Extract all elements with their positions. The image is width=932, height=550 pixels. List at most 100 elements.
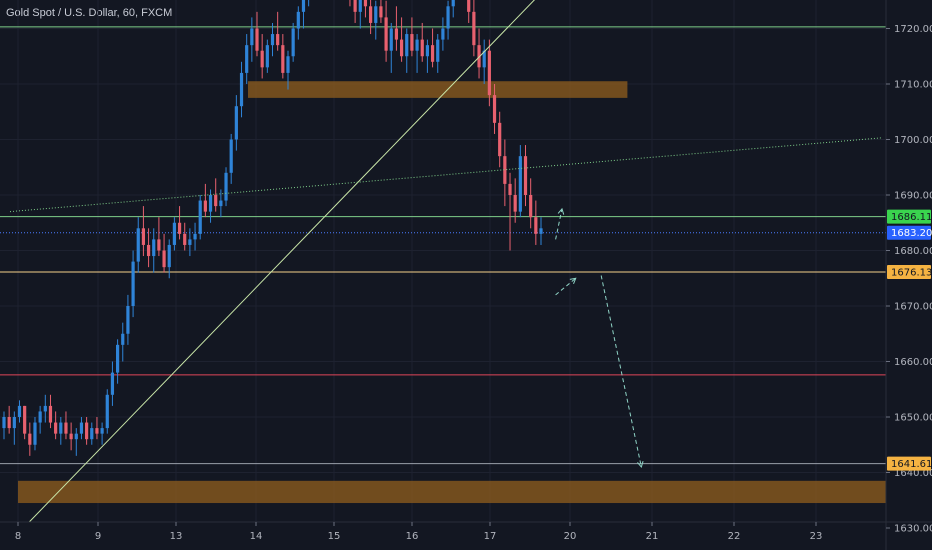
y-tick-label: 1660.00 (894, 357, 932, 368)
candle-body (245, 45, 249, 73)
candle-body (255, 28, 259, 51)
candles (2, 0, 543, 456)
forecast-arrow-line (555, 208, 563, 240)
candle-body (152, 239, 156, 257)
forecast-arrow-line (600, 275, 642, 468)
candle-body (193, 233, 197, 240)
candle-body (64, 422, 68, 434)
candle-body (23, 405, 27, 434)
candle-body (69, 433, 73, 440)
candle-body (141, 228, 146, 245)
y-tick-label: 1700.00 (894, 135, 932, 146)
candle-body (250, 28, 254, 46)
candle-body (157, 239, 161, 251)
supply-demand-zone (248, 81, 628, 98)
candle-body (353, 0, 357, 12)
candle-body (446, 6, 450, 29)
x-tick-label: 13 (170, 531, 183, 542)
candle-body (177, 222, 182, 234)
candle-body (301, 0, 306, 12)
x-tick-label: 23 (810, 531, 823, 542)
candle-body (234, 106, 238, 140)
candle-body (110, 372, 115, 395)
candle-body (12, 417, 16, 429)
x-tick-label: 20 (564, 531, 577, 542)
candle-body (358, 0, 362, 12)
forecast-arrow-head (637, 461, 644, 468)
x-tick-label: 21 (646, 531, 659, 542)
candle-body (286, 56, 290, 73)
candle-body (399, 39, 404, 57)
price-label-bg (887, 264, 931, 279)
x-tick-label: 8 (15, 531, 21, 542)
candle-body (265, 45, 269, 68)
y-tick-label: 1720.00 (894, 24, 932, 35)
y-tick-label: 1690.00 (894, 191, 932, 202)
y-tick-label: 1710.00 (894, 80, 932, 91)
forecast-arrow-head (557, 207, 565, 215)
y-tick-label: 1680.00 (894, 246, 932, 257)
candle-body (513, 195, 517, 212)
price-label: 1686.11 (891, 212, 932, 223)
candle-body (291, 28, 295, 57)
candle-body (17, 405, 22, 417)
price-label: 1676.13 (891, 267, 932, 278)
candle-body (487, 50, 491, 96)
forecast-arrow-line (555, 277, 577, 296)
candle-body (384, 17, 388, 51)
candle-body (183, 233, 187, 245)
candle-body (415, 39, 419, 51)
candle-body (167, 244, 171, 268)
y-tick-label: 1650.00 (894, 413, 932, 424)
candle-body (74, 433, 78, 440)
candle-body (425, 45, 430, 57)
candle-body (296, 11, 300, 29)
x-tick-label: 17 (484, 531, 497, 542)
candle-body (121, 333, 125, 345)
chart-title: Gold Spot / U.S. Dollar, 60, FXCM (6, 7, 173, 19)
candle-body (405, 34, 409, 57)
trendline (9, 137, 882, 213)
candle-body (126, 306, 130, 334)
candle-body (369, 6, 373, 23)
candle-body (136, 228, 140, 262)
trendline (9, 0, 535, 543)
supply-demand-zone (18, 480, 890, 504)
candle-body (363, 0, 368, 7)
candle-body (188, 239, 192, 245)
candle-body (48, 405, 53, 423)
candle-body (79, 422, 84, 434)
candle-body (389, 28, 393, 51)
candle-body (276, 34, 280, 46)
candle-body (219, 200, 223, 207)
candle-body (54, 422, 58, 434)
price-label-bg (887, 225, 931, 240)
x-tick-label: 9 (95, 531, 101, 542)
candle-body (270, 34, 275, 46)
candle-body (131, 261, 135, 306)
candle-body (90, 428, 94, 440)
y-tick-label: 1630.00 (894, 524, 932, 535)
candle-body (239, 72, 244, 107)
candle-body (214, 195, 218, 207)
candle-body (2, 417, 6, 429)
candle-body (105, 394, 109, 429)
candle-body (467, 0, 471, 12)
y-tick-label: 1640.00 (894, 468, 932, 479)
candle-body (508, 183, 512, 195)
candle-body (539, 228, 543, 234)
candle-body (229, 139, 233, 173)
x-tick-label: 16 (406, 531, 419, 542)
candle-body (59, 422, 63, 434)
candle-body (162, 250, 166, 268)
candle-body (518, 156, 522, 212)
candle-body (451, 0, 455, 7)
y-tick-label: 1670.00 (894, 302, 932, 313)
candle-body (410, 34, 414, 51)
candle-body (115, 344, 120, 373)
trendlines (9, 0, 882, 543)
candle-body (281, 45, 285, 73)
price-label: 1641.61 (891, 459, 932, 470)
price-label: 1683.20 (891, 228, 932, 239)
